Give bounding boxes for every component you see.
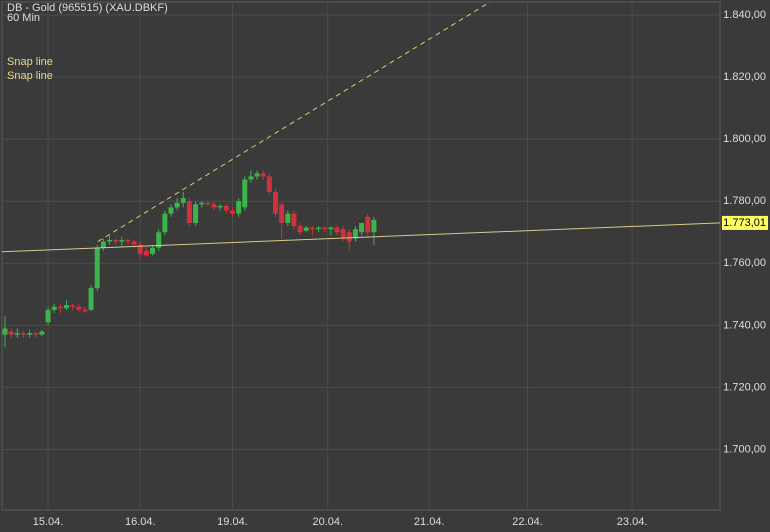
candle-body [254, 173, 260, 177]
candle-body [125, 240, 131, 242]
candle-body [223, 205, 229, 211]
chart-subtitle: 60 Min [7, 12, 40, 24]
candle-body [27, 333, 33, 335]
y-tick-label: 1.840,00 [723, 9, 766, 21]
candle-body [20, 333, 26, 335]
candle-body [45, 309, 51, 323]
candle-body [180, 198, 186, 203]
y-tick-label: 1.720,00 [723, 381, 766, 393]
candle-body [371, 219, 377, 233]
candle-body [236, 201, 242, 214]
y-tick-label: 1.800,00 [723, 133, 766, 145]
candle-body [82, 309, 88, 312]
trend-line [2, 222, 720, 253]
y-tick-label: 1.740,00 [723, 319, 766, 331]
candle-body [39, 331, 45, 335]
candle-body [107, 240, 113, 242]
candle-body [113, 240, 119, 242]
x-tick-label: 20.04. [312, 516, 343, 528]
candle-body [217, 205, 223, 208]
plot-frame [1, 1, 721, 511]
candle-body [88, 288, 94, 310]
candle-body [14, 333, 20, 335]
candle-body [291, 213, 297, 227]
candle-body [340, 229, 346, 239]
candle-body [242, 179, 248, 208]
candle-body [279, 204, 285, 223]
candle-body [8, 331, 14, 335]
candle-body [168, 207, 174, 214]
candle-body [309, 227, 315, 230]
candle-body [33, 333, 39, 335]
candle-body [70, 305, 76, 307]
candle-body [346, 232, 352, 242]
candle-body [174, 202, 180, 208]
candle-body [248, 176, 254, 180]
candle-body [143, 250, 149, 256]
x-tick-label: 23.04. [617, 516, 648, 528]
x-tick-label: 16.04. [125, 516, 156, 528]
candle-body [94, 247, 100, 289]
x-tick-label: 15.04. [33, 516, 64, 528]
candle-body [273, 191, 279, 214]
candle-body [156, 232, 162, 248]
candle-body [260, 173, 266, 177]
candle-body [100, 241, 106, 248]
candle-body [2, 328, 8, 335]
candle-body [76, 306, 82, 310]
candle-body [303, 227, 309, 231]
candle-body [266, 176, 272, 192]
y-tick-label: 1.760,00 [723, 257, 766, 269]
candle-body [150, 247, 156, 254]
candle-body [365, 216, 371, 233]
y-tick-label: 1.700,00 [723, 443, 766, 455]
trend-line [97, 2, 491, 242]
candle-body [162, 213, 168, 233]
candle-body [193, 204, 199, 223]
candle-body [211, 204, 217, 208]
y-tick-label: 1.820,00 [723, 71, 766, 83]
candle-body [63, 305, 69, 309]
candle-body [334, 227, 340, 233]
candle-body [316, 227, 322, 230]
x-tick-label: 22.04. [512, 516, 543, 528]
candle-body [205, 202, 211, 205]
candle-body [285, 213, 291, 223]
candle-body [57, 306, 63, 309]
annotation: Snap line [7, 56, 53, 68]
y-tick-label: 1.780,00 [723, 195, 766, 207]
x-tick-label: 21.04. [414, 516, 445, 528]
candle-body [352, 229, 358, 239]
candle-body [137, 244, 143, 254]
candle-body [51, 306, 57, 310]
price-marker [722, 215, 768, 230]
candle-body [322, 227, 328, 230]
price-label: 1.773,01 [723, 217, 766, 229]
candle-body [297, 226, 303, 233]
candle-body [328, 227, 334, 230]
candle-body [359, 222, 365, 233]
candle-body [186, 201, 192, 223]
candle-body [131, 241, 137, 245]
x-tick-label: 19.04. [217, 516, 248, 528]
candle-body [119, 240, 125, 242]
candle-body [229, 210, 235, 214]
candle-body [199, 202, 205, 205]
annotation: Snap line [7, 70, 53, 82]
chart-title: DB - Gold (965515) (XAU.DBKF) [7, 2, 168, 14]
